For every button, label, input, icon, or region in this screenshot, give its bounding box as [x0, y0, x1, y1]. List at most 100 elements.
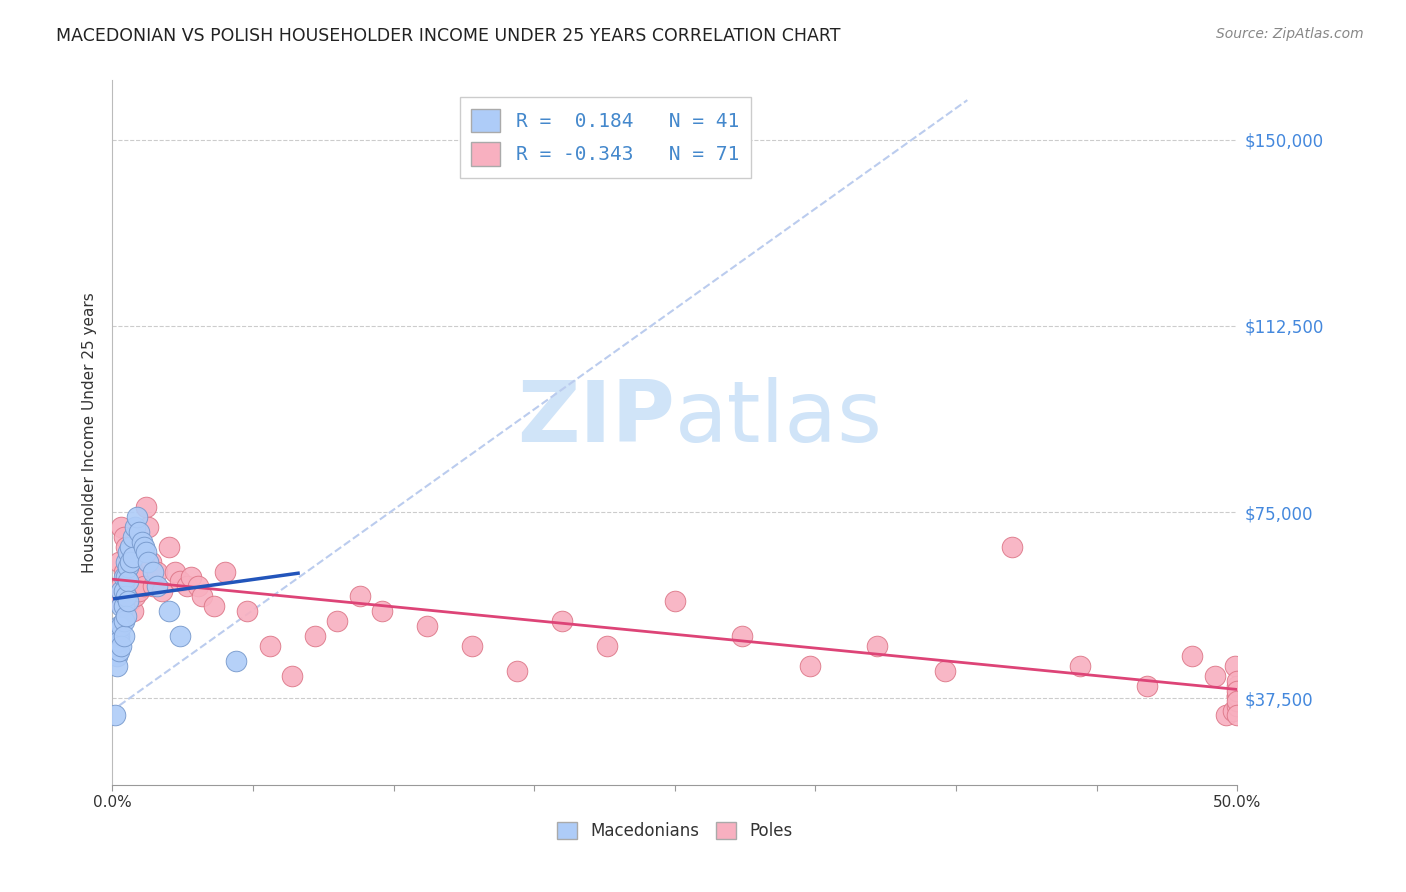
Point — [1226, 693, 1249, 707]
Point — [131, 534, 153, 549]
Point — [115, 599, 138, 614]
Point — [115, 555, 138, 569]
Point — [934, 664, 956, 678]
Point — [112, 599, 135, 614]
Point — [506, 664, 529, 678]
Point — [191, 590, 214, 604]
Point — [1226, 689, 1249, 703]
Point — [108, 555, 131, 569]
Point — [105, 648, 128, 663]
Point — [110, 579, 132, 593]
Point — [128, 524, 150, 539]
Point — [1226, 689, 1249, 703]
Point — [236, 604, 259, 618]
Point — [169, 574, 191, 589]
Point — [120, 555, 142, 569]
Point — [142, 579, 165, 593]
Point — [225, 654, 247, 668]
Point — [105, 639, 128, 653]
Point — [128, 584, 150, 599]
Point — [169, 629, 191, 643]
Point — [105, 658, 128, 673]
Point — [150, 584, 173, 599]
Point — [349, 590, 371, 604]
Point — [104, 708, 127, 723]
Point — [110, 599, 132, 614]
Point — [1226, 708, 1249, 723]
Point — [371, 604, 394, 618]
Point — [157, 604, 180, 618]
Point — [108, 619, 131, 633]
Point — [180, 569, 202, 583]
Point — [120, 540, 142, 554]
Point — [108, 629, 131, 643]
Point — [121, 604, 143, 618]
Point — [117, 574, 139, 589]
Text: Source: ZipAtlas.com: Source: ZipAtlas.com — [1216, 27, 1364, 41]
Point — [1222, 704, 1244, 718]
Point — [127, 510, 149, 524]
Point — [146, 579, 169, 593]
Point — [120, 565, 142, 579]
Point — [124, 559, 146, 574]
Point — [132, 540, 155, 554]
Point — [110, 520, 132, 534]
Point — [110, 619, 132, 633]
Point — [112, 569, 135, 583]
Point — [142, 565, 165, 579]
Text: MACEDONIAN VS POLISH HOUSEHOLDER INCOME UNDER 25 YEARS CORRELATION CHART: MACEDONIAN VS POLISH HOUSEHOLDER INCOME … — [56, 27, 841, 45]
Point — [124, 520, 146, 534]
Point — [1136, 679, 1159, 693]
Point — [866, 639, 889, 653]
Point — [115, 590, 138, 604]
Point — [135, 545, 157, 559]
Point — [138, 520, 160, 534]
Point — [115, 609, 138, 624]
Point — [304, 629, 326, 643]
Point — [1001, 540, 1024, 554]
Point — [281, 669, 304, 683]
Y-axis label: Householder Income Under 25 years: Householder Income Under 25 years — [82, 293, 97, 573]
Legend: Macedonians, Poles: Macedonians, Poles — [550, 815, 800, 847]
Point — [664, 594, 686, 608]
Point — [108, 634, 131, 648]
Point — [105, 629, 128, 643]
Point — [799, 658, 821, 673]
Point — [259, 639, 281, 653]
Point — [131, 565, 153, 579]
Point — [112, 565, 135, 579]
Point — [1226, 679, 1249, 693]
Point — [115, 569, 138, 583]
Point — [108, 594, 131, 608]
Point — [117, 549, 139, 564]
Point — [1204, 669, 1226, 683]
Point — [139, 555, 162, 569]
Point — [326, 614, 349, 628]
Point — [1069, 658, 1091, 673]
Point — [202, 599, 225, 614]
Point — [146, 565, 169, 579]
Point — [551, 614, 574, 628]
Text: atlas: atlas — [675, 377, 883, 460]
Point — [120, 594, 142, 608]
Point — [112, 584, 135, 599]
Point — [117, 594, 139, 608]
Point — [121, 530, 143, 544]
Point — [115, 540, 138, 554]
Point — [132, 579, 155, 593]
Point — [1181, 648, 1204, 663]
Point — [1226, 698, 1249, 713]
Point — [165, 565, 187, 579]
Point — [1226, 683, 1249, 698]
Point — [461, 639, 484, 653]
Point — [157, 540, 180, 554]
Point — [187, 579, 209, 593]
Point — [127, 569, 149, 583]
Point — [1226, 673, 1249, 688]
Point — [115, 569, 138, 583]
Point — [112, 629, 135, 643]
Point — [1215, 708, 1237, 723]
Point — [121, 549, 143, 564]
Point — [731, 629, 754, 643]
Point — [110, 639, 132, 653]
